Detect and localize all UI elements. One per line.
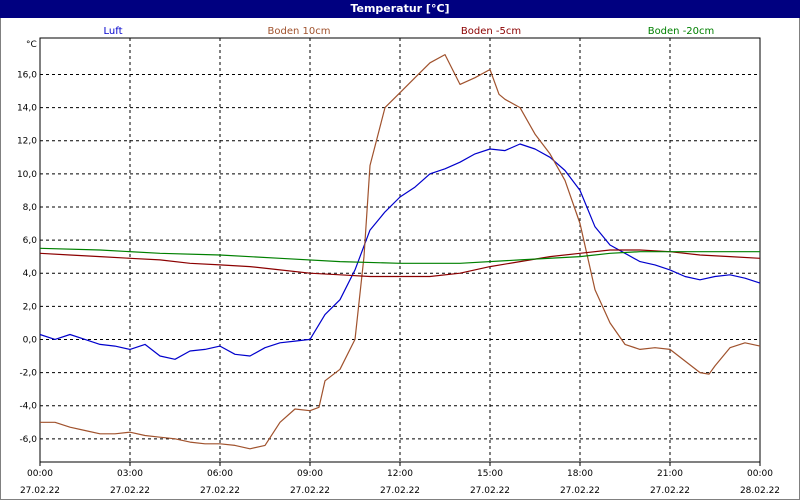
grid bbox=[40, 38, 760, 462]
x-tick-time: 21:00 bbox=[657, 469, 683, 479]
y-tick-label: 6,0 bbox=[23, 236, 38, 246]
x-tick-time: 06:00 bbox=[207, 469, 233, 479]
series-line bbox=[39, 143, 761, 360]
series-line bbox=[39, 247, 760, 264]
x-tick-time: 12:00 bbox=[387, 469, 413, 479]
x-tick-date: 27.02.22 bbox=[650, 486, 690, 496]
x-tick-date: 28.02.22 bbox=[740, 486, 780, 496]
x-tick-time: 18:00 bbox=[567, 469, 593, 479]
y-tick-labels: 16,0 14,0 12,0 10,0 8,0 6,0 4,0 2,0 0,0 -2,0 -4,0 -… bbox=[17, 70, 37, 444]
x-tick-date: 27.02.22 bbox=[380, 486, 420, 496]
x-tick-date: 27.02.22 bbox=[560, 486, 600, 496]
x-tick-labels: 00:00 27.02.22 03:00 27.02.22 06:00 27.02.22 0… bbox=[20, 462, 780, 496]
y-tick-label: 14,0 bbox=[17, 104, 37, 114]
x-tick-time: 09:00 bbox=[297, 469, 323, 479]
x-tick-date: 27.02.22 bbox=[20, 486, 60, 496]
window-title: Temperatur [°C] bbox=[0, 0, 800, 18]
y-tick-label: 4,0 bbox=[23, 269, 38, 279]
x-tick-date: 27.02.22 bbox=[290, 486, 330, 496]
x-tick-date: 27.02.22 bbox=[110, 486, 150, 496]
x-tick-time: 00:00 bbox=[27, 469, 53, 479]
y-tick-label: -4,0 bbox=[19, 402, 37, 412]
series-lines bbox=[39, 54, 761, 450]
x-tick-time: 03:00 bbox=[117, 469, 143, 479]
y-tick-label: -2,0 bbox=[19, 369, 37, 379]
y-tick-label: 12,0 bbox=[17, 137, 37, 147]
y-tick-label: 0,0 bbox=[23, 335, 38, 345]
y-tick-label: 10,0 bbox=[17, 170, 37, 180]
legend-entry: Luft bbox=[104, 26, 123, 37]
x-tick-time: 00:00 bbox=[747, 469, 773, 479]
y-tick-label: 16,0 bbox=[17, 70, 37, 80]
y-axis-unit: °C bbox=[26, 40, 37, 50]
legend: Luft Boden 10cm Boden -5cm Boden -20cm bbox=[104, 26, 715, 37]
x-tick-time: 15:00 bbox=[477, 469, 503, 479]
series-line bbox=[40, 54, 761, 450]
legend-entry: Boden 10cm bbox=[268, 26, 331, 37]
y-tick-label: -6,0 bbox=[19, 435, 37, 445]
x-tick-date: 27.02.22 bbox=[470, 486, 510, 496]
x-tick-date: 27.02.22 bbox=[200, 486, 240, 496]
y-tick-label: 8,0 bbox=[23, 203, 38, 213]
y-tick-label: 2,0 bbox=[23, 302, 38, 312]
series-line bbox=[39, 249, 761, 278]
legend-entry: Boden -5cm bbox=[461, 26, 521, 37]
legend-entry: Boden -20cm bbox=[648, 26, 715, 37]
